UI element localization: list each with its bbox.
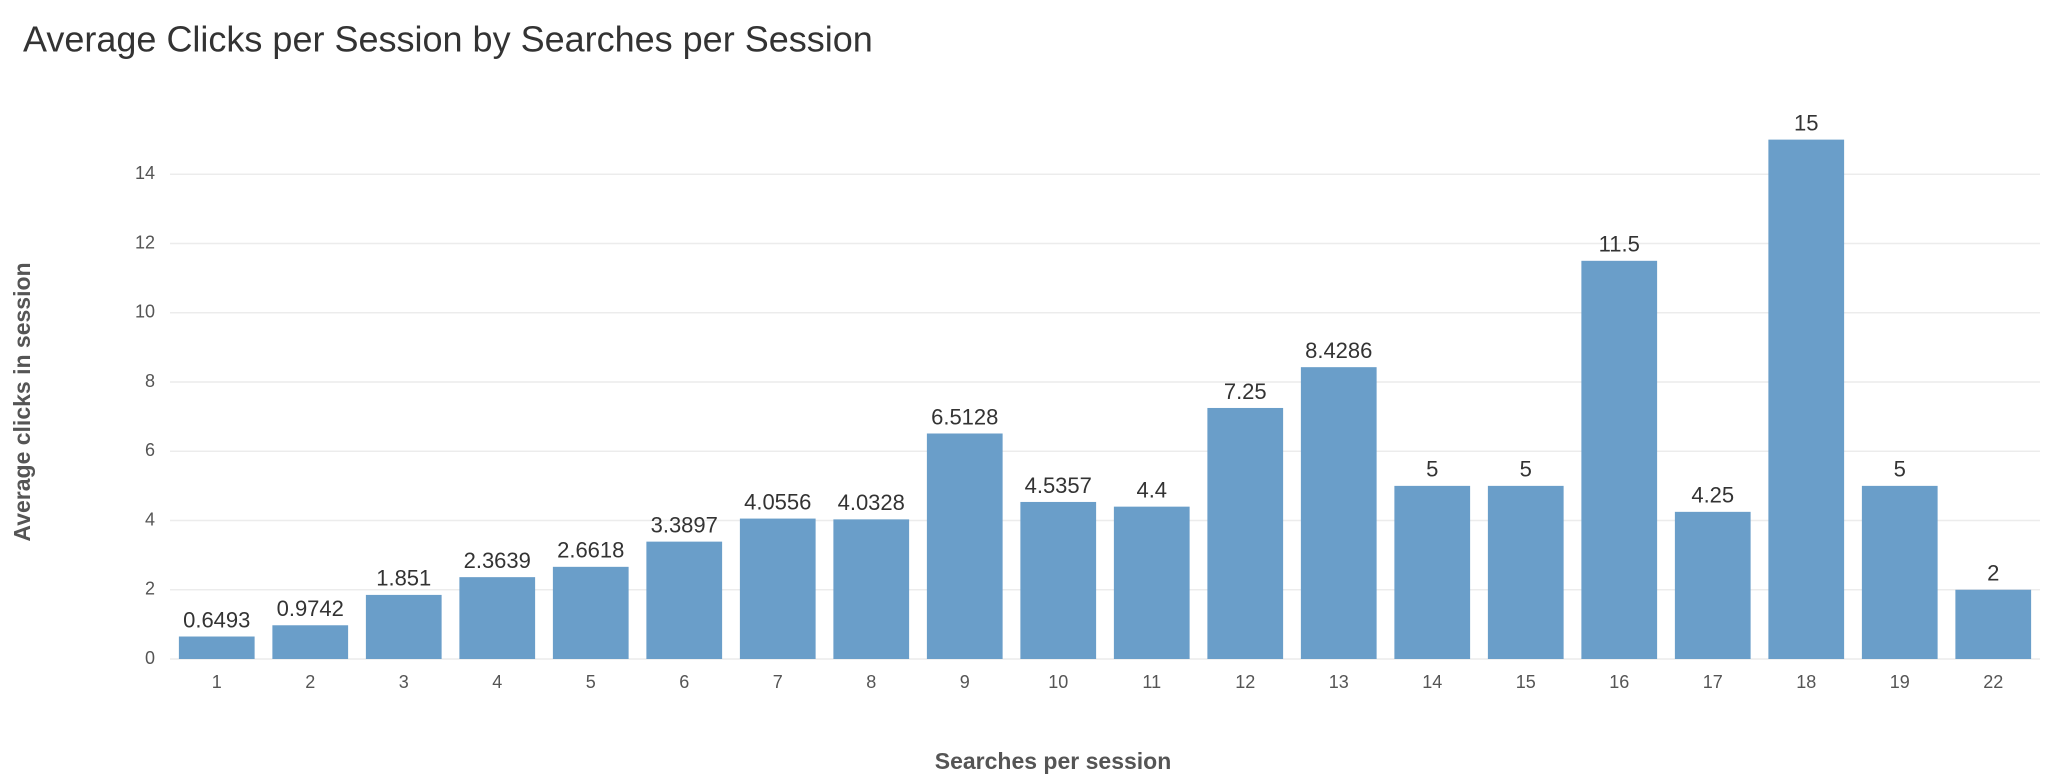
value-label: 2.6618 [557,538,624,563]
value-label: 15 [1794,110,1818,135]
value-label: 7.25 [1224,379,1267,404]
bar [646,541,723,659]
y-tick-label: 14 [135,163,155,183]
bar [926,433,1003,659]
y-axis-title: Average clicks in session [9,262,35,541]
x-tick-label: 5 [586,672,596,692]
y-tick-label: 8 [145,371,155,391]
x-tick-label: 6 [679,672,689,692]
x-axis-title: Searches per session [935,748,1172,774]
x-tick-label: 11 [1142,672,1161,692]
x-tick-label: 15 [1516,672,1536,692]
bar [1300,367,1377,659]
value-label: 11.5 [1599,232,1640,257]
x-tick-label: 13 [1329,672,1349,692]
x-tick-label: 16 [1609,672,1629,692]
value-label: 1.851 [376,566,431,591]
bar [1394,485,1471,659]
bar [1207,407,1284,659]
value-label: 5 [1894,457,1906,482]
value-label: 0.6493 [183,607,250,632]
bar [365,594,442,659]
bar [552,566,629,659]
y-tick-label: 2 [145,579,155,599]
bar [1113,506,1190,659]
x-tick-label: 1 [212,672,222,692]
value-label: 6.5128 [931,404,998,429]
bar [1768,139,1845,659]
bar [1861,485,1938,659]
value-label: 4.4 [1136,477,1167,502]
value-label: 5 [1520,457,1532,482]
x-tick-label: 8 [866,672,876,692]
x-tick-label: 19 [1890,672,1910,692]
bar [178,636,255,659]
bar [272,625,349,659]
x-tick-label: 9 [960,672,970,692]
x-tick-label: 2 [305,672,315,692]
value-label: 8.4286 [1305,338,1372,363]
x-tick-label: 22 [1983,672,2003,692]
x-tick-label: 10 [1048,672,1068,692]
chart-title: Average Clicks per Session by Searches p… [23,19,873,60]
bar [1674,511,1751,659]
x-tick-label: 14 [1422,672,1442,692]
value-label: 0.9742 [277,596,344,621]
x-tick-label: 17 [1703,672,1723,692]
value-label: 2.3639 [464,548,531,573]
value-label: 2 [1987,561,1999,586]
x-tick-label: 12 [1235,672,1255,692]
bar [459,577,536,659]
x-tick-label: 4 [492,672,502,692]
x-tick-label: 3 [399,672,409,692]
value-label: 3.3897 [651,512,718,537]
y-tick-label: 4 [145,509,155,529]
y-tick-label: 10 [135,302,155,322]
value-label: 4.0328 [838,490,905,515]
bar [1020,501,1097,659]
bar [1581,260,1658,659]
y-tick-label: 12 [135,232,155,252]
value-label: 5 [1426,457,1438,482]
bar [1955,589,2032,659]
y-tick-label: 6 [145,440,155,460]
x-tick-label: 18 [1796,672,1816,692]
value-label: 4.5357 [1025,473,1092,498]
value-label: 4.0556 [744,489,811,514]
bar [833,519,910,659]
x-tick-label: 7 [773,672,783,692]
bar [739,518,816,659]
y-tick-label: 0 [145,648,155,668]
bar [1487,485,1564,659]
value-label: 4.25 [1691,483,1734,508]
